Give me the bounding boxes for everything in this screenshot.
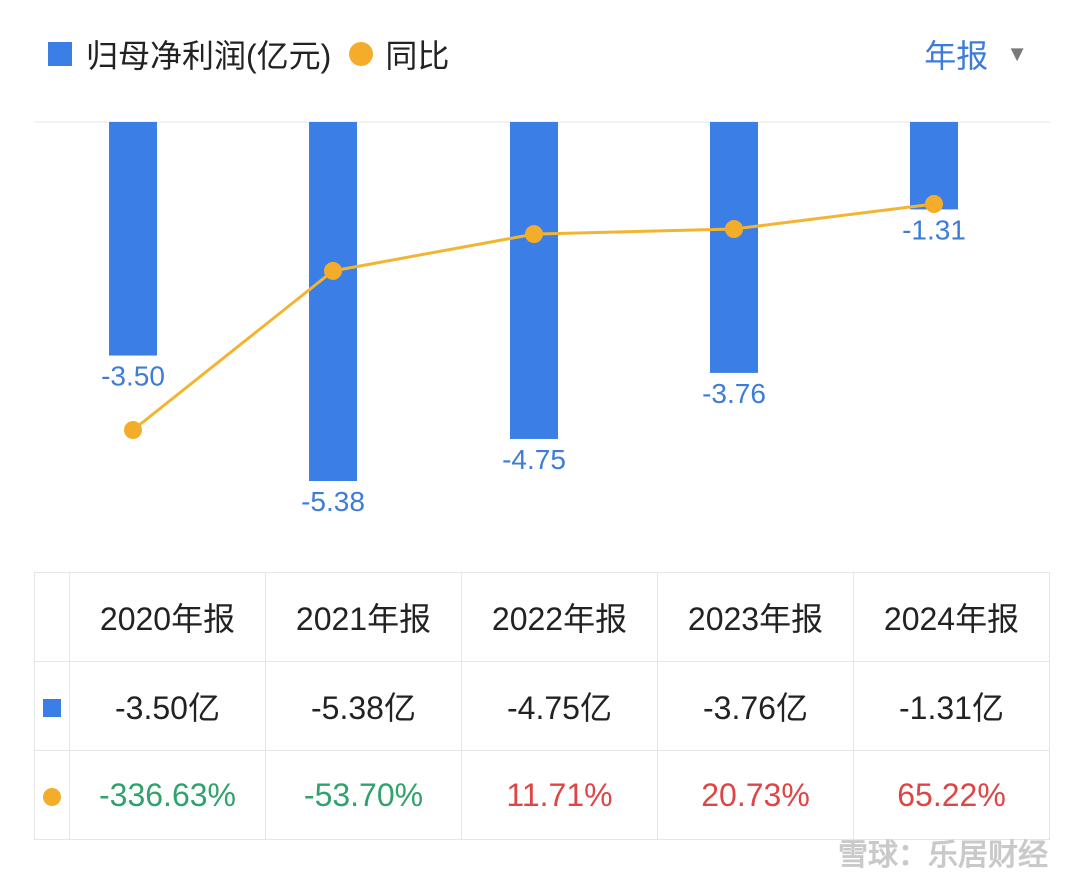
profit-cell: -1.31亿 xyxy=(853,661,1050,751)
chevron-down-icon[interactable]: ▼ xyxy=(1006,41,1028,66)
yoy-point xyxy=(324,261,342,280)
table-header-cell: 2023年报 xyxy=(657,572,854,662)
profit-cell: -4.75亿 xyxy=(461,661,658,751)
line-series-dot-icon xyxy=(43,787,61,806)
bar-value-label: -4.75 xyxy=(502,444,566,475)
profit-bar xyxy=(109,122,157,356)
profit-chart: -3.50 -5.38 -4.75 -3.76 -1.31 xyxy=(34,121,1050,517)
legend-profit-label: 归母净利润(亿元) xyxy=(86,38,332,74)
bar-value-label: -5.38 xyxy=(301,486,365,517)
profit-bar xyxy=(910,122,958,210)
period-selector-label: 年报 xyxy=(924,38,989,74)
period-selector[interactable]: 年报 ▼ xyxy=(924,30,1028,78)
table-header-cell: 2021年报 xyxy=(265,572,462,662)
yoy-cell: 65.22% xyxy=(853,750,1050,840)
table-header-cell: 2020年报 xyxy=(69,572,266,662)
table-header-cell: 2024年报 xyxy=(853,572,1050,662)
yoy-cell: -53.70% xyxy=(265,750,462,840)
profit-cell: -3.50亿 xyxy=(69,661,266,751)
table-header-row: 2020年报 2021年报 2022年报 2023年报 2024年报 xyxy=(34,572,1050,662)
legend-line-marker xyxy=(349,42,374,66)
profit-cell: -3.76亿 xyxy=(657,661,854,751)
profit-cell: -5.38亿 xyxy=(265,661,462,751)
bar-series-square-icon xyxy=(43,698,61,717)
watermark: 雪球：乐居财经 xyxy=(838,839,1048,872)
legend-yoy-label: 同比 xyxy=(385,38,450,74)
yoy-cell: 20.73% xyxy=(657,750,854,840)
yoy-point xyxy=(925,195,943,213)
profit-bar xyxy=(710,122,758,373)
profit-bar xyxy=(309,122,357,481)
profit-row-marker xyxy=(34,661,70,751)
yoy-point xyxy=(124,421,142,439)
data-table: 2020年报 2021年报 2022年报 2023年报 2024年报 -3.50… xyxy=(34,572,1050,840)
table-row-profit: -3.50亿 -5.38亿 -4.75亿 -3.76亿 -1.31亿 xyxy=(34,661,1050,751)
profit-bar xyxy=(510,122,558,439)
table-row-yoy: -336.63% -53.70% 11.71% 20.73% 65.22% xyxy=(34,750,1050,840)
table-corner-cell xyxy=(34,572,70,662)
yoy-point xyxy=(725,220,743,239)
bar-value-label: -1.31 xyxy=(902,214,966,245)
yoy-cell: 11.71% xyxy=(461,750,658,840)
table-header-cell: 2022年报 xyxy=(461,572,658,662)
yoy-cell: -336.63% xyxy=(69,750,266,840)
yoy-row-marker xyxy=(34,750,70,840)
chart-legend: 归母净利润(亿元) 同比 xyxy=(48,30,449,78)
yoy-point xyxy=(525,225,543,244)
bar-value-label: -3.76 xyxy=(702,378,766,409)
bar-value-label: -3.50 xyxy=(101,361,165,392)
legend-bar-marker xyxy=(48,42,72,66)
